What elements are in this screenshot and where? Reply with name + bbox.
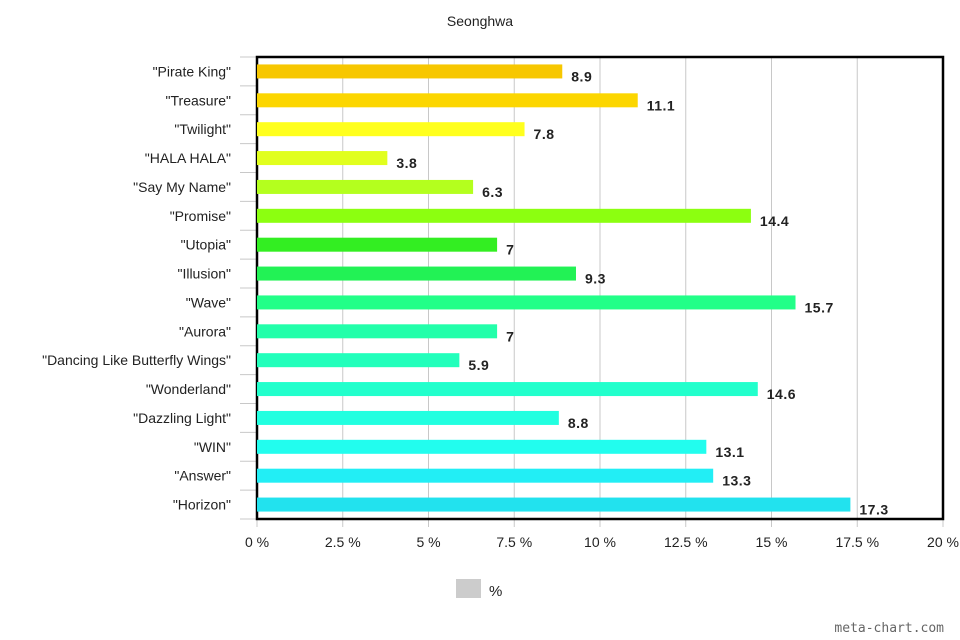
bar [257, 64, 563, 79]
value-label: 7 [506, 328, 514, 344]
x-tick-label: 20 % [927, 534, 959, 550]
value-label: 3.8 [396, 155, 417, 171]
category-label: "Wave" [186, 294, 231, 310]
x-tick-label: 17.5 % [835, 534, 879, 550]
value-labels: 8.9 11.1 7.8 3.8 6.3 14.4 7 9.3 15.7 7 5.9 14.6 8.8 1… [396, 68, 888, 517]
value-label: 7.8 [534, 126, 555, 142]
bar [257, 439, 707, 454]
bar [257, 497, 851, 512]
bar [257, 468, 714, 483]
category-labels: "Pirate King" "Treasure" "Twilight" "HALA H… [42, 63, 231, 512]
bar [257, 266, 576, 281]
bars [257, 64, 851, 512]
value-label: 13.3 [722, 473, 751, 489]
category-label: "Say My Name" [133, 179, 231, 195]
bar [257, 410, 559, 425]
category-label: "Utopia" [181, 237, 231, 253]
value-label: 7 [506, 242, 514, 258]
value-label: 15.7 [805, 299, 834, 315]
bar [257, 208, 751, 223]
value-label: 14.4 [760, 213, 789, 229]
value-label: 17.3 [859, 502, 888, 518]
value-label: 14.6 [767, 386, 796, 402]
value-label: 8.8 [568, 415, 589, 431]
x-tick-label: 15 % [756, 534, 788, 550]
value-label: 9.3 [585, 271, 606, 287]
x-tick-label: 2.5 % [325, 534, 361, 550]
category-label: "Dancing Like Butterfly Wings" [42, 352, 231, 368]
category-label: "Pirate King" [153, 63, 231, 79]
chart-title: Seonghwa [447, 13, 513, 29]
value-label: 5.9 [468, 357, 489, 373]
legend: % [456, 579, 502, 600]
category-label: "Treasure" [166, 92, 231, 108]
legend-label: % [489, 583, 502, 600]
category-label: "Wonderland" [146, 381, 231, 397]
bar [257, 382, 758, 397]
x-tick-label: 10 % [584, 534, 616, 550]
category-label: "Horizon" [173, 497, 231, 513]
category-label: "Illusion" [177, 266, 231, 282]
bar [257, 122, 525, 137]
value-label: 13.1 [715, 444, 744, 460]
bar [257, 324, 498, 339]
legend-swatch [456, 579, 481, 598]
x-tick-label: 0 % [245, 534, 269, 550]
bar [257, 93, 638, 108]
x-tick-label: 5 % [416, 534, 440, 550]
category-label: "Twilight" [174, 121, 231, 137]
bar [257, 295, 796, 310]
x-tick-labels: 0 % 2.5 % 5 % 7.5 % 10 % 12.5 % 15 % 17.5 % 20 % [245, 534, 959, 550]
category-label: "HALA HALA" [145, 150, 231, 166]
bar [257, 237, 498, 252]
category-label: "Promise" [170, 208, 231, 224]
x-tick-label: 7.5 % [496, 534, 532, 550]
bar [257, 179, 474, 194]
category-label: "WIN" [194, 439, 231, 455]
value-label: 11.1 [647, 97, 675, 113]
x-tick-label: 12.5 % [664, 534, 708, 550]
credit-watermark: meta-chart.com [834, 621, 944, 636]
bar [257, 353, 460, 368]
category-label: "Dazzling Light" [133, 410, 231, 426]
value-label: 8.9 [571, 68, 592, 84]
plot-frame [255, 55, 945, 521]
category-label: "Answer" [174, 468, 231, 484]
category-label: "Aurora" [179, 323, 231, 339]
value-label: 6.3 [482, 184, 503, 200]
bar [257, 151, 388, 166]
